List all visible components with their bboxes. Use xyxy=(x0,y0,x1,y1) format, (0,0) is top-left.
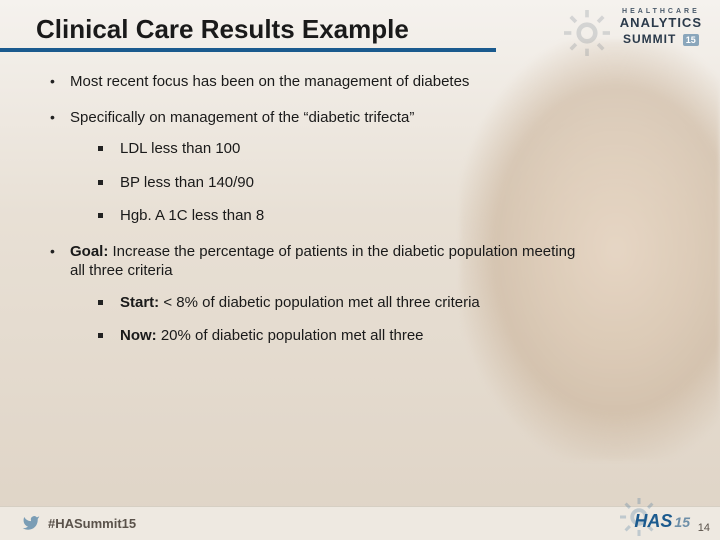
content-area: Most recent focus has been on the manage… xyxy=(48,72,588,362)
bullet-text: Increase the percentage of patients in t… xyxy=(70,243,575,280)
footer-logo-text: HAS xyxy=(634,511,672,532)
bullet-item: Specifically on management of the “diabe… xyxy=(48,108,588,226)
sub-text: Hgb. A 1C less than 8 xyxy=(120,207,264,224)
sub-item: Hgb. A 1C less than 8 xyxy=(94,206,588,226)
twitter-icon xyxy=(22,514,40,532)
header-logo: HEALTHCARE ANALYTICS SUMMIT 15 xyxy=(620,8,702,48)
sub-list: Start: < 8% of diabetic population met a… xyxy=(94,293,588,346)
gear-icon xyxy=(564,10,610,56)
bullet-text: Most recent focus has been on the manage… xyxy=(70,73,469,90)
footer-logo-year: 15 xyxy=(674,514,690,530)
logo-badge: 15 xyxy=(683,34,699,46)
bullet-lead: Goal: xyxy=(70,243,108,260)
sub-text: BP less than 140/90 xyxy=(120,174,254,191)
bullet-list: Most recent focus has been on the manage… xyxy=(48,72,588,346)
sub-item: Start: < 8% of diabetic population met a… xyxy=(94,293,588,313)
footer: #HASummit15 HAS 15 14 xyxy=(0,506,720,540)
footer-logo: HAS 15 xyxy=(634,511,690,532)
footer-social: #HASummit15 xyxy=(22,514,136,532)
sub-text: LDL less than 100 xyxy=(120,140,240,157)
bullet-item: Most recent focus has been on the manage… xyxy=(48,72,588,92)
page-title: Clinical Care Results Example xyxy=(36,14,409,45)
bullet-text: Specifically on management of the “diabe… xyxy=(70,109,414,126)
page-number: 14 xyxy=(698,522,710,534)
sub-text: < 8% of diabetic population met all thre… xyxy=(159,294,480,311)
slide: HEALTHCARE ANALYTICS SUMMIT 15 Clinical … xyxy=(0,0,720,540)
logo-line1: HEALTHCARE xyxy=(620,8,702,15)
sub-item: LDL less than 100 xyxy=(94,139,588,159)
sub-list: LDL less than 100 BP less than 140/90 Hg… xyxy=(94,139,588,226)
logo-line2: ANALYTICS xyxy=(620,15,702,30)
sub-item: Now: 20% of diabetic population met all … xyxy=(94,326,588,346)
sub-lead: Start: xyxy=(120,294,159,311)
sub-text: 20% of diabetic population met all three xyxy=(157,327,424,344)
bullet-item: Goal: Increase the percentage of patient… xyxy=(48,242,588,346)
logo-line3: SUMMIT xyxy=(623,32,676,46)
sub-lead: Now: xyxy=(120,327,157,344)
sub-item: BP less than 140/90 xyxy=(94,173,588,193)
footer-hashtag: #HASummit15 xyxy=(48,516,136,531)
title-underline xyxy=(0,48,496,52)
